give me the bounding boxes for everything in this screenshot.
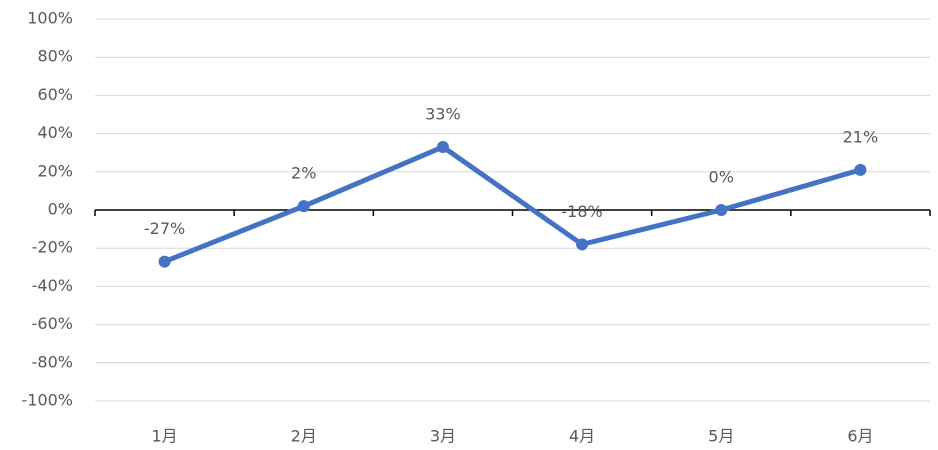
y-tick-label: -20% (32, 238, 73, 257)
x-tick-label: 6月 (847, 427, 873, 446)
y-tick-label: 80% (37, 47, 73, 66)
point (715, 204, 728, 216)
y-tick-label: -80% (32, 352, 73, 371)
x-tick-label: 4月 (569, 427, 595, 446)
y-tick-label: 100% (27, 9, 73, 28)
x-tick-label: 3月 (430, 427, 456, 446)
point (854, 163, 867, 176)
y-tick-label: 40% (37, 123, 73, 142)
x-tick-label: 5月 (708, 427, 734, 446)
y-tick-label: 20% (37, 161, 73, 180)
data-label: 0% (709, 168, 734, 187)
data-label: 33% (425, 104, 461, 123)
y-tick-label: 60% (37, 85, 73, 104)
y-tick-label: -100% (21, 391, 73, 410)
data-label: 21% (843, 127, 879, 146)
data-label: -18% (561, 202, 602, 221)
x-tick-label: 1月 (151, 427, 177, 446)
point (436, 140, 449, 153)
data-label: 2% (291, 164, 316, 183)
point (158, 255, 171, 268)
y-tick-label: -60% (32, 314, 73, 333)
x-tick-label: 2月 (291, 427, 317, 446)
y-tick-label: -40% (32, 276, 73, 295)
point (297, 200, 310, 213)
data-label: -27% (144, 219, 185, 238)
y-tick-label: 0% (48, 200, 73, 219)
point (576, 238, 589, 251)
line (163, 144, 862, 264)
